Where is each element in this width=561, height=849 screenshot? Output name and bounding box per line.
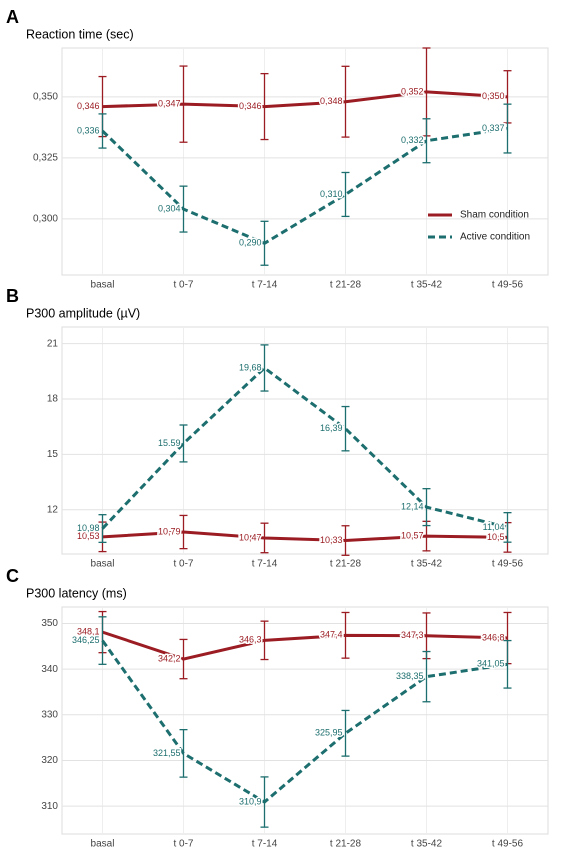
x-tick-label: t 35-42 — [411, 839, 443, 849]
plot-area — [61, 606, 549, 835]
value-label: 0,350 — [482, 91, 505, 101]
y-tick-label: 0,325 — [33, 152, 58, 163]
y-tick-label: 320 — [41, 755, 58, 766]
value-label: 0,304 — [158, 203, 181, 213]
series-line — [102, 530, 508, 543]
series-line — [101, 127, 508, 245]
x-tick-label: t 49-56 — [492, 280, 524, 291]
x-tick-label: t 35-42 — [411, 559, 443, 570]
y-tick-label: 310 — [41, 801, 58, 812]
series-line — [102, 630, 508, 661]
panel-label: C — [6, 566, 19, 586]
y-tick-label: 21 — [47, 338, 59, 349]
value-label: 0,346 — [239, 101, 262, 111]
value-label: 325,95 — [315, 728, 343, 738]
plot-area — [61, 47, 549, 276]
series-line — [102, 90, 508, 109]
value-label: 346,3 — [239, 635, 262, 645]
y-tick-label: 15 — [47, 449, 59, 460]
value-label: 0,290 — [239, 238, 262, 248]
x-tick-label: t 7-14 — [252, 280, 278, 291]
legend-label: Active condition — [460, 232, 530, 243]
plot-area — [61, 326, 549, 555]
value-label: 341,05 — [477, 659, 505, 669]
y-tick-label: 0,350 — [33, 91, 58, 102]
y-tick-label: 340 — [41, 664, 58, 675]
value-label: 348,1 — [77, 626, 100, 636]
y-tick-label: 18 — [47, 394, 59, 405]
x-tick-label: t 49-56 — [492, 839, 524, 849]
value-label: 0,347 — [158, 99, 181, 109]
value-label: 10,47 — [239, 532, 262, 542]
value-label: 10,53 — [77, 531, 100, 541]
value-label: 10,79 — [158, 526, 181, 536]
value-label: 10,5 — [487, 532, 505, 542]
value-label: 19,68 — [239, 362, 262, 372]
value-label: 346,25 — [72, 635, 100, 645]
value-label: 10,98 — [77, 523, 100, 533]
chart-title: P300 amplitude (µV) — [26, 306, 140, 320]
value-label: 16,39 — [320, 423, 343, 433]
x-tick-label: t 0-7 — [173, 559, 193, 570]
y-tick-label: 12 — [47, 504, 59, 515]
x-tick-label: t 21-28 — [330, 280, 362, 291]
x-tick-label: t 7-14 — [252, 839, 278, 849]
x-tick-label: basal — [91, 839, 115, 849]
value-label: 346,8 — [482, 632, 505, 642]
value-label: 347,4 — [320, 630, 343, 640]
value-label: 0,348 — [320, 96, 343, 106]
x-tick-label: t 49-56 — [492, 559, 524, 570]
chart-title: P300 latency (ms) — [26, 586, 127, 600]
value-label: 0,336 — [77, 125, 100, 135]
value-label: 0,337 — [482, 123, 505, 133]
value-label: 338,35 — [396, 671, 424, 681]
x-tick-label: t 21-28 — [330, 839, 362, 849]
value-label: 10,57 — [401, 530, 424, 540]
x-tick-label: t 0-7 — [173, 280, 193, 291]
value-label: 15.59 — [158, 438, 181, 448]
series-line — [101, 366, 508, 530]
legend-label: Sham condition — [460, 210, 529, 221]
x-tick-label: t 0-7 — [173, 839, 193, 849]
x-tick-label: t 21-28 — [330, 559, 362, 570]
value-label: 321,55 — [153, 748, 181, 758]
value-label: 342,2 — [158, 653, 181, 663]
x-tick-label: basal — [91, 280, 115, 291]
series-line — [101, 639, 508, 804]
panel-label: A — [6, 7, 19, 27]
value-label: 310,9 — [239, 796, 262, 806]
panel-label: B — [6, 286, 19, 306]
value-label: 10,33 — [320, 535, 343, 545]
y-tick-label: 0,300 — [33, 214, 58, 225]
value-label: 0,310 — [320, 189, 343, 199]
value-label: 12,14 — [401, 501, 424, 511]
x-tick-label: basal — [91, 559, 115, 570]
x-tick-label: t 7-14 — [252, 559, 278, 570]
y-tick-label: 350 — [41, 618, 58, 629]
y-tick-label: 330 — [41, 709, 58, 720]
x-tick-label: t 35-42 — [411, 280, 443, 291]
value-label: 0,352 — [401, 86, 424, 96]
chart-title: Reaction time (sec) — [26, 27, 134, 41]
value-label: 0,332 — [401, 135, 424, 145]
value-label: 11,04 — [483, 522, 505, 532]
value-label: 347,3 — [401, 630, 424, 640]
value-label: 0,346 — [77, 101, 100, 111]
